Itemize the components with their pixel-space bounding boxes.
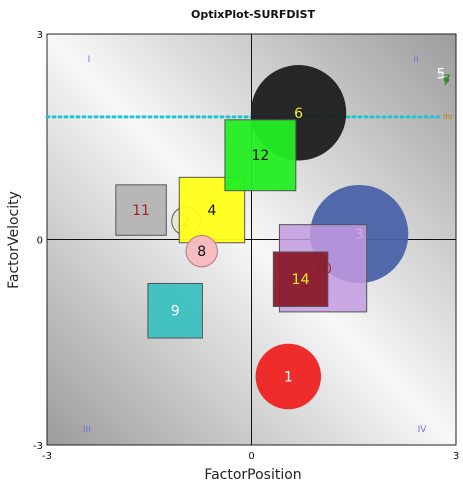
marker-shape [272, 251, 329, 307]
marker-label: 5 [437, 67, 446, 83]
y-tick-label: 0 [37, 236, 43, 247]
marker-shape [147, 282, 203, 339]
marker-1: 1 [255, 343, 322, 410]
marker-shape [115, 184, 167, 236]
y-axis-label: FactorVelocity [6, 191, 22, 289]
marker-7: 7 [442, 73, 451, 89]
marker-label: 4 [208, 203, 217, 219]
chart-title: OptixPlot-SURFDIST [191, 8, 316, 21]
x-tick-label: 0 [248, 451, 254, 462]
marker-9: 9 [147, 282, 203, 339]
marker-4: 4 [178, 176, 246, 244]
marker-label: 8 [197, 244, 206, 260]
marker-label: 6 [294, 106, 303, 122]
y-tick-label: 3 [37, 30, 43, 41]
x-axis-label: FactorPosition [204, 467, 301, 483]
marker-shape [178, 176, 246, 244]
marker-shape [224, 119, 297, 192]
marker-shape [185, 234, 218, 268]
marker-shape [255, 343, 322, 410]
marker-11: 11 [115, 184, 167, 236]
y-tick-label: -3 [33, 441, 43, 452]
x-tick-label: 3 [453, 451, 459, 462]
x-tick-label: -3 [42, 451, 52, 462]
marker-label: 9 [171, 304, 180, 320]
quadrant-label: IV [418, 425, 428, 435]
marker-label: 1 [284, 370, 293, 386]
marker-label: 7 [442, 73, 451, 89]
threshold-layer: thr [45, 113, 453, 121]
marker-label: 12 [251, 148, 269, 164]
quadrant-label: II [413, 55, 418, 65]
tick-labels: -3 0 3 -3 0 3 [33, 30, 459, 462]
marker-label: 14 [292, 272, 310, 288]
marker-8: 8 [185, 234, 218, 268]
markers: 12345678910111214 [115, 65, 451, 410]
marker-shape [443, 77, 450, 83]
threshold-label: thr [443, 113, 453, 121]
marker-12: 12 [224, 119, 297, 192]
quadrant-label: III [83, 425, 91, 435]
quadrant-label: I [88, 55, 91, 65]
marker-14: 14 [272, 251, 329, 307]
marker-shape [437, 70, 445, 78]
marker-5: 5 [437, 67, 446, 83]
marker-label: 11 [132, 203, 150, 219]
